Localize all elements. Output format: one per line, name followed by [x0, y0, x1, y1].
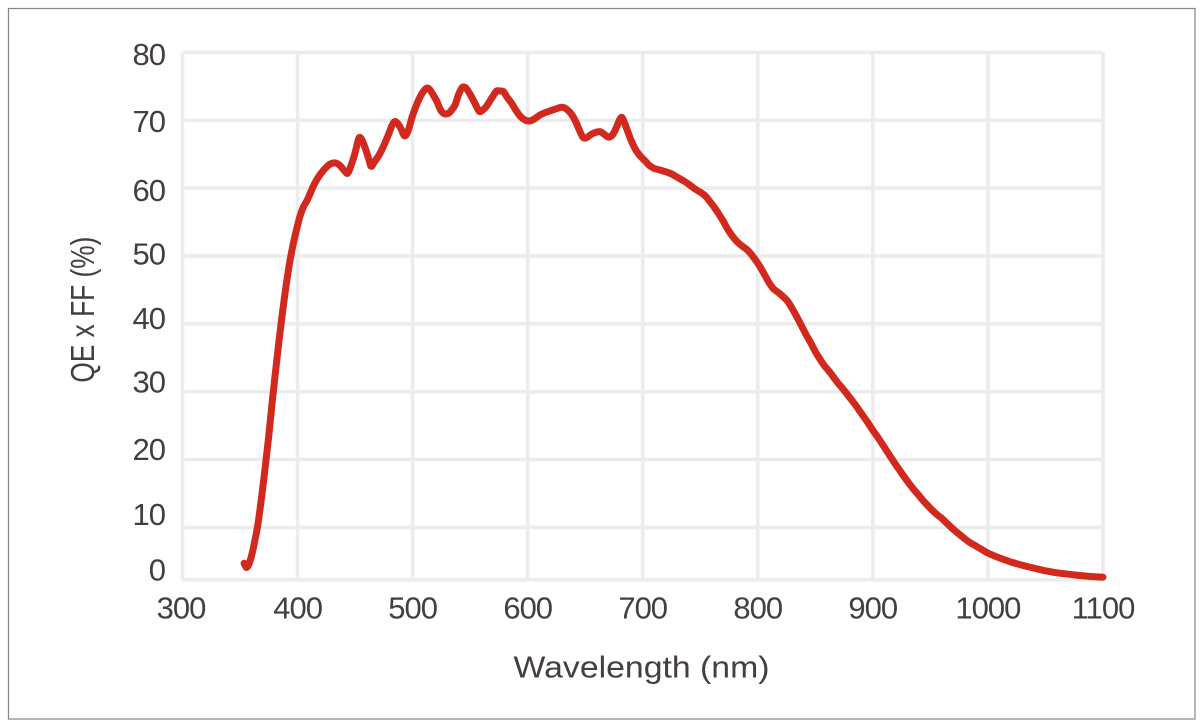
svg-text:800: 800: [733, 591, 782, 626]
svg-text:20: 20: [133, 432, 166, 467]
svg-text:500: 500: [388, 591, 437, 626]
svg-text:50: 50: [133, 236, 166, 271]
svg-text:1100: 1100: [1072, 591, 1135, 626]
svg-text:0: 0: [149, 553, 166, 588]
svg-text:700: 700: [618, 591, 667, 626]
svg-text:400: 400: [273, 591, 322, 626]
svg-text:30: 30: [133, 365, 166, 400]
svg-text:80: 80: [133, 37, 166, 72]
svg-text:300: 300: [157, 591, 206, 626]
svg-text:70: 70: [133, 104, 166, 139]
svg-text:600: 600: [503, 591, 552, 626]
svg-text:60: 60: [133, 173, 166, 208]
svg-text:10: 10: [133, 497, 166, 532]
svg-text:900: 900: [848, 591, 897, 626]
svg-text:1000: 1000: [955, 591, 1021, 626]
svg-text:Wavelength (nm): Wavelength (nm): [514, 649, 770, 684]
svg-text:QE x FF (%): QE x FF (%): [64, 237, 101, 383]
svg-text:40: 40: [133, 301, 166, 336]
